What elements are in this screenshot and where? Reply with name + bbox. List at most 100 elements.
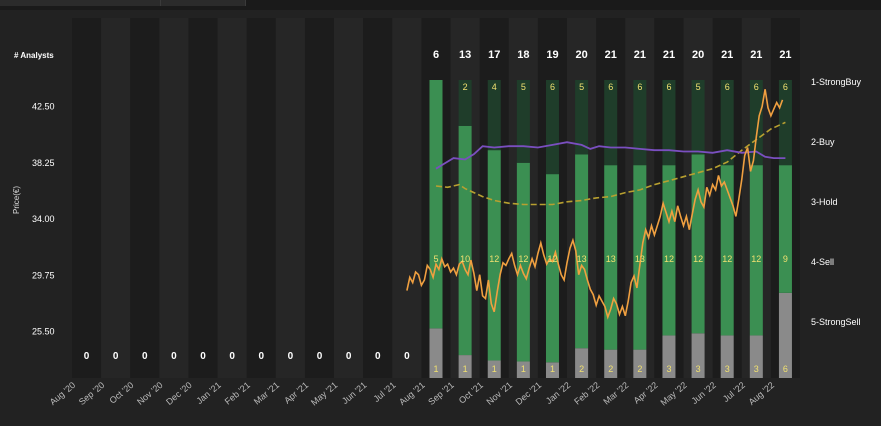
column-background — [217, 18, 247, 378]
x-tick-label: Jul '21 — [371, 380, 397, 404]
bar-segment-strongbuy — [720, 80, 734, 166]
x-tick-label: Sep '20 — [77, 380, 107, 407]
x-tick-label: Apr '21 — [282, 380, 310, 406]
analyst-count-label: 21 — [750, 49, 762, 61]
column-background — [334, 18, 364, 378]
strongsell-count-label: 3 — [754, 364, 759, 374]
bar-segment-hold — [778, 165, 792, 293]
bar-segment-strongsell — [691, 333, 705, 378]
strongsell-count-label: 1 — [433, 364, 438, 374]
x-tick-label: Apr '22 — [632, 380, 660, 406]
bar-segment-strongsell — [749, 335, 763, 378]
zero-count-label: 0 — [288, 351, 294, 362]
x-tick-label: May '22 — [658, 380, 688, 408]
column-background — [159, 18, 189, 378]
bar-segment-strongsell — [516, 361, 530, 378]
price-line — [406, 89, 784, 320]
tab[interactable] — [0, 0, 161, 6]
zero-count-label: 0 — [317, 351, 323, 362]
analyst-count-label: 21 — [605, 49, 617, 61]
hold-count-label: 9 — [783, 254, 788, 264]
bar-segment-strongsell — [778, 292, 792, 378]
column-background — [246, 18, 276, 378]
strongbuy-count-label: 5 — [521, 82, 526, 92]
bar-segment-hold — [720, 165, 734, 336]
column-background — [188, 18, 218, 378]
price-tick-label: 29.75 — [32, 270, 55, 280]
strongbuy-count-label: 2 — [463, 82, 468, 92]
analyst-count-label: 21 — [721, 49, 733, 61]
x-tick-label: Feb '21 — [223, 380, 252, 407]
x-tick-label: Nov '21 — [484, 380, 514, 407]
hold-count-label: 12 — [664, 254, 674, 264]
zero-count-label: 0 — [200, 351, 206, 362]
rating-axis-labels: 1-StrongBuy 2-Buy 3-Hold 4-Sell 5-StrongSell — [811, 77, 862, 327]
analysts-header: # Analysts — [14, 51, 54, 60]
bar-segment-strongsell — [575, 348, 589, 378]
x-tick-label: Dec '21 — [514, 380, 544, 407]
column-background — [101, 18, 131, 378]
zero-count-label: 0 — [171, 351, 177, 362]
rating-axis-label: 3-Hold — [811, 197, 838, 207]
zero-count-label: 0 — [258, 351, 264, 362]
analyst-count-label: 20 — [692, 49, 704, 61]
rating-axis-label: 5-StrongSell — [811, 317, 861, 327]
tab[interactable] — [161, 0, 246, 6]
zero-count-label: 0 — [404, 351, 410, 362]
hold-count-label: 12 — [751, 254, 761, 264]
x-tick-label: Jan '21 — [194, 380, 222, 406]
analyst-count-label: 21 — [663, 49, 675, 61]
strongbuy-count-label: 5 — [579, 82, 584, 92]
bar-labels: 2 4 5 6 5 6 6 6 5 6 6 65 10 12 12 12 13 13 13 12 12 12 12 91 1 1 1… — [433, 82, 787, 374]
x-tick-label: Dec '20 — [164, 380, 194, 407]
analyst-count-label: 17 — [488, 49, 500, 61]
hold-count-label: 5 — [433, 254, 438, 264]
bar-segment-strongsell — [487, 360, 501, 378]
x-tick-label: Mar '22 — [601, 380, 630, 407]
rating-axis-label: 2-Buy — [811, 137, 835, 147]
bar-segment-strongbuy — [691, 80, 705, 155]
column-background — [275, 18, 305, 378]
zero-count-label: 0 — [346, 351, 352, 362]
strongsell-count-label: 3 — [725, 364, 730, 374]
strongbuy-count-label: 6 — [608, 82, 613, 92]
bar-segment-hold — [691, 154, 705, 334]
strongsell-count-label: 6 — [783, 364, 788, 374]
analyst-count-label: 19 — [546, 49, 558, 61]
analyst-count-label: 21 — [779, 49, 791, 61]
x-tick-label: Mar '21 — [252, 380, 281, 407]
zero-count-label: 0 — [84, 351, 90, 362]
column-background — [130, 18, 160, 378]
column-background — [392, 18, 422, 378]
price-tick-label: 42.50 — [32, 101, 55, 111]
x-tick-label: Sep '21 — [426, 380, 456, 407]
bar-segment-hold — [662, 165, 676, 336]
x-tick-label: Aug '21 — [397, 380, 427, 407]
bar-segment-strongbuy — [604, 80, 618, 166]
strongbuy-count-label: 5 — [696, 82, 701, 92]
x-tick-label: Jun '22 — [689, 380, 717, 406]
strongbuy-count-label: 6 — [550, 82, 555, 92]
rating-axis-label: 4-Sell — [811, 257, 834, 267]
hold-count-label: 13 — [606, 254, 616, 264]
strongsell-count-label: 2 — [579, 364, 584, 374]
x-tick-label: Feb '22 — [572, 380, 601, 407]
hold-count-label: 12 — [693, 254, 703, 264]
strongbuy-count-label: 6 — [754, 82, 759, 92]
bar-segment-strongbuy — [749, 80, 763, 166]
zero-count-label: 0 — [142, 351, 148, 362]
analyst-count-labels: 6 13 17 18 19 20 21 21 21 20 21 21 210 0 0 0 0 0 0 0 0 0 0 0 — [84, 49, 792, 362]
hold-count-label: 13 — [577, 254, 587, 264]
bar-segment-strongsell — [662, 335, 676, 378]
strongsell-count-label: 2 — [637, 364, 642, 374]
bar-segment-hold — [458, 125, 472, 356]
bar-segment-strongsell — [633, 349, 647, 378]
x-tick-label: Jul '22 — [721, 380, 747, 404]
bar-segment-hold — [545, 174, 559, 363]
bar-segment-strongbuy — [633, 80, 647, 166]
strongsell-count-label: 1 — [550, 364, 555, 374]
analyst-count-label: 6 — [433, 49, 439, 61]
bar-segment-strongsell — [604, 349, 618, 378]
x-tick-label: Oct '21 — [457, 380, 485, 406]
strongbuy-count-label: 6 — [637, 82, 642, 92]
